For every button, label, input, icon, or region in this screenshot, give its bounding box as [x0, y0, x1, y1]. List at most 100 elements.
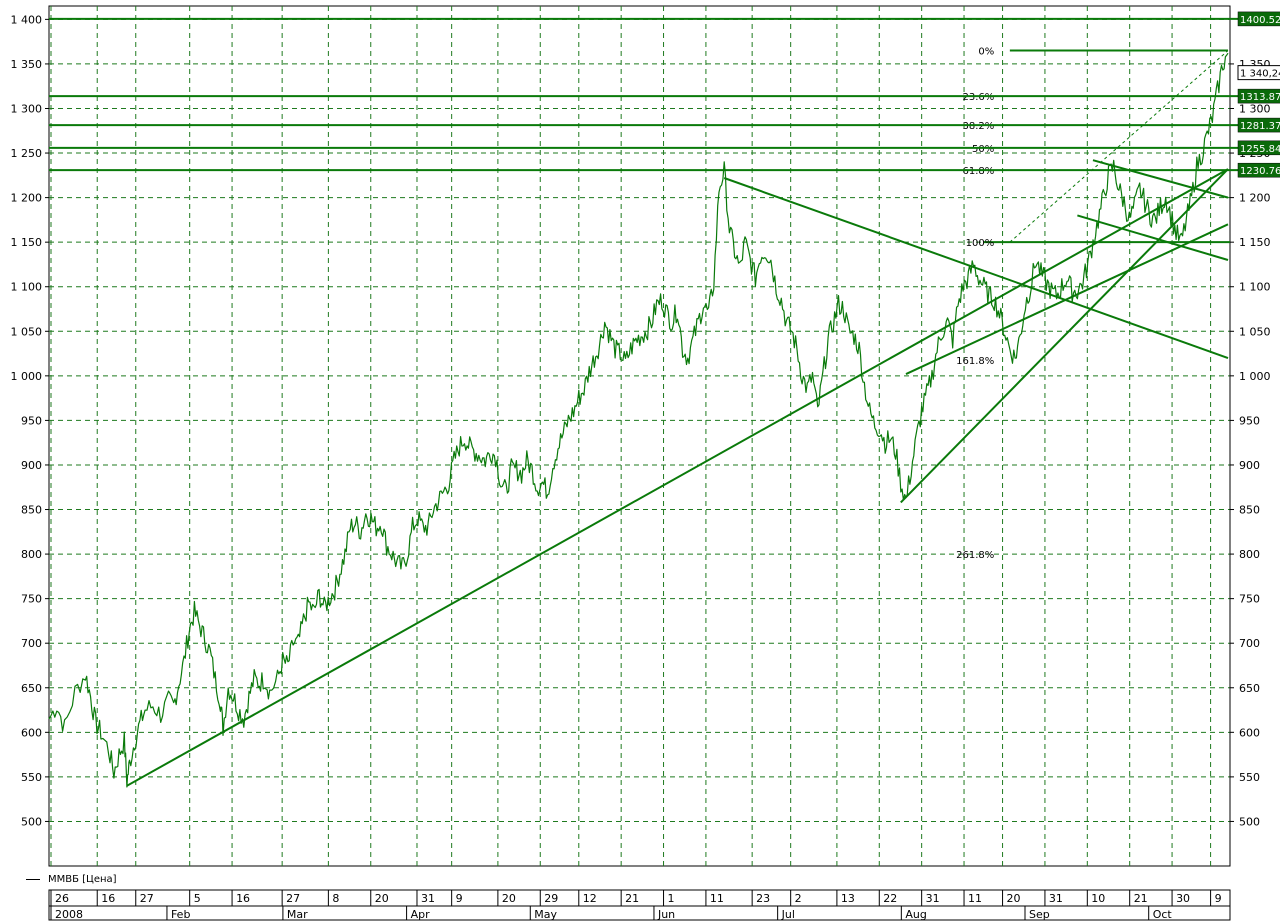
fib-label: 261.8% — [956, 550, 994, 561]
y-tick-label: 1 150 — [11, 236, 43, 249]
trend-line — [905, 223, 1229, 375]
day-label: 9 — [456, 892, 463, 905]
fib-label: 161.8% — [956, 356, 994, 367]
price-line — [48, 52, 1229, 788]
level-badge — [1237, 162, 1280, 178]
y-tick-label: 800 — [21, 548, 42, 561]
time-axis-frame — [48, 889, 1231, 921]
day-label: 20 — [1007, 892, 1021, 905]
last-price-box — [1237, 65, 1280, 81]
day-label: 5 — [194, 892, 201, 905]
trend-line — [723, 177, 1229, 359]
y-tick-label: 750 — [21, 593, 42, 606]
trend-line — [126, 168, 1229, 787]
day-label: 31 — [421, 892, 435, 905]
y-tick-label: 650 — [21, 682, 42, 695]
day-label: 21 — [1134, 892, 1148, 905]
month-label: Sep — [1029, 908, 1050, 921]
day-label: 29 — [544, 892, 558, 905]
level-badge — [1237, 140, 1280, 156]
month-label: Aug — [905, 908, 926, 921]
fib-label: 61.8% — [962, 166, 994, 177]
trend-line — [1077, 214, 1229, 261]
day-label: 2 — [795, 892, 802, 905]
right-tick-label: 900 — [1239, 459, 1260, 472]
month-label: Jul — [781, 908, 795, 921]
fib-label: 38.2% — [962, 121, 994, 132]
day-label: 27 — [286, 892, 300, 905]
day-label: 30 — [1176, 892, 1190, 905]
day-label: 1 — [668, 892, 675, 905]
fib-label: 100% — [966, 238, 995, 249]
y-tick-label: 850 — [21, 504, 42, 517]
month-label: Oct — [1153, 908, 1173, 921]
y-tick-label: 500 — [21, 815, 42, 828]
right-tick-label: 500 — [1239, 815, 1260, 828]
right-tick-label: 700 — [1239, 637, 1260, 650]
day-label: 12 — [583, 892, 597, 905]
price-series — [48, 52, 1229, 788]
y-axis-right: 500 550 600 650 700 750 800 850 900 950 1 000 1 050… — [1229, 6, 1271, 866]
right-tick-label: 650 — [1239, 682, 1260, 695]
right-tick-label: 950 — [1239, 414, 1260, 427]
day-label: 22 — [883, 892, 897, 905]
plot-frame — [48, 5, 1231, 867]
time-axis: 26 16 27 5 16 27 8 20 31 9 20 29 12 21 1 11 23 2 13 22 31 11 2… — [48, 889, 1231, 921]
right-tick-label: 1 100 — [1239, 281, 1271, 294]
level-badge-label: 1313.870 — [1240, 92, 1280, 103]
right-tick-label: 1 200 — [1239, 192, 1271, 205]
y-tick-label: 1 250 — [11, 147, 43, 160]
day-label: 13 — [841, 892, 855, 905]
day-label: 16 — [101, 892, 115, 905]
y-tick-label: 600 — [21, 726, 42, 739]
y-tick-label: 950 — [21, 414, 42, 427]
level-badge — [1237, 117, 1280, 133]
y-tick-label: 1 400 — [11, 13, 43, 26]
day-label: 8 — [332, 892, 339, 905]
fib-label: 23.6% — [962, 92, 994, 103]
day-label: 20 — [375, 892, 389, 905]
y-axis-left: 500 550 600 650 700 750 800 850 900 950 1 000 1 050… — [11, 13, 49, 828]
month-label: May — [534, 908, 557, 921]
day-label: 10 — [1091, 892, 1105, 905]
right-tick-label: 1 000 — [1239, 370, 1271, 383]
day-label: 20 — [502, 892, 516, 905]
right-tick-label: 750 — [1239, 593, 1260, 606]
y-tick-label: 1 050 — [11, 325, 43, 338]
horizontal-levels: 1400.529 1313.870 1281.370 1255.849 1230.768… — [49, 11, 1280, 178]
right-tick-label: 850 — [1239, 504, 1260, 517]
level-badge-label: 1281.370 — [1240, 121, 1280, 132]
day-label: 11 — [968, 892, 982, 905]
month-label: Jun — [657, 908, 675, 921]
right-tick-label: 800 — [1239, 548, 1260, 561]
day-label: 23 — [756, 892, 770, 905]
level-badge — [1237, 11, 1280, 27]
fibonacci-levels: 0% 23.6% 38.2% 50% 61.8% 100% 161.8% 261.8% — [956, 47, 994, 562]
month-label: 2008 — [55, 908, 83, 921]
right-tick-label: 1 150 — [1239, 236, 1271, 249]
day-label: 31 — [1049, 892, 1063, 905]
y-tick-label: 900 — [21, 459, 42, 472]
trend-lines — [126, 49, 1230, 787]
right-tick-label: 600 — [1239, 726, 1260, 739]
level-badge-label: 1400.529 — [1240, 15, 1280, 26]
y-tick-label: 550 — [21, 771, 42, 784]
y-tick-label: 1 000 — [11, 370, 43, 383]
last-price-label: 1 340,24 — [1240, 69, 1280, 80]
day-label: 31 — [926, 892, 940, 905]
fib-label: 0% — [978, 47, 994, 58]
right-tick-label: 550 — [1239, 771, 1260, 784]
level-badge-label: 1255.849 — [1240, 144, 1280, 155]
legend: ММВБ [Цена] — [26, 874, 117, 885]
trend-line — [1092, 159, 1229, 199]
level-badge — [1237, 88, 1280, 104]
y-tick-label: 1 350 — [11, 58, 43, 71]
month-label: Apr — [411, 908, 431, 921]
level-badge-label: 1230.768 — [1240, 166, 1280, 177]
day-label: 21 — [625, 892, 639, 905]
fib-diagonal — [1009, 50, 1229, 243]
legend-label: ММВБ [Цена] — [48, 874, 117, 885]
fib-label: 50% — [972, 144, 994, 155]
